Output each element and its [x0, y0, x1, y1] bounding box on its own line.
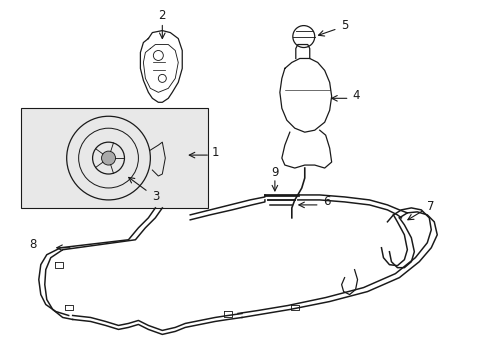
Text: 7: 7: [427, 201, 434, 213]
Text: 5: 5: [340, 19, 347, 32]
Text: 8: 8: [29, 238, 36, 251]
Text: 6: 6: [322, 195, 329, 208]
Circle shape: [102, 151, 115, 165]
Text: 2: 2: [158, 9, 166, 22]
Text: 1: 1: [212, 145, 219, 159]
FancyBboxPatch shape: [21, 108, 208, 208]
Text: 3: 3: [152, 190, 160, 203]
Text: 4: 4: [352, 89, 359, 102]
Text: 9: 9: [270, 166, 278, 179]
